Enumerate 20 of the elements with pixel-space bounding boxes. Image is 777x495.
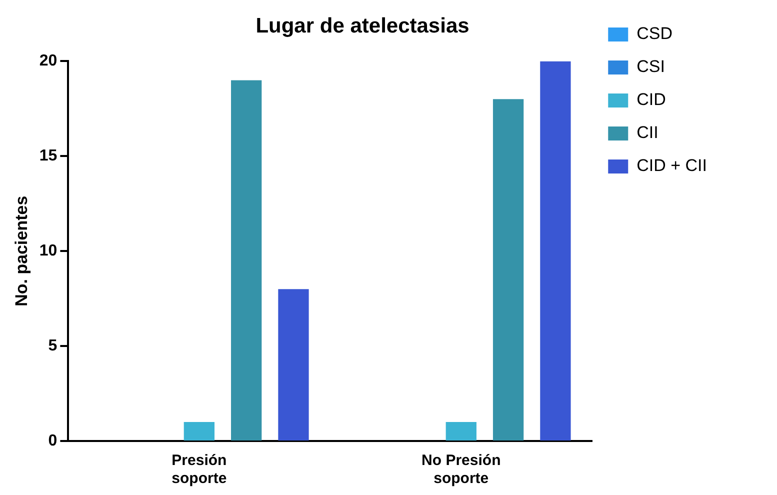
y-tick-label: 20 (39, 52, 58, 70)
y-tick-label: 5 (48, 337, 58, 354)
y-tick-label: 15 (39, 148, 58, 165)
legend-label: CID + CII (636, 156, 707, 176)
bar (492, 99, 524, 440)
chart-title: Lugar de atelectasias (256, 14, 470, 38)
legend-label: CII (636, 123, 658, 142)
x-tick-label: No Presión soporte (422, 452, 501, 488)
y-tick-label: 0 (48, 432, 58, 450)
y-axis-title: No. pacientes (12, 196, 31, 306)
bar (446, 422, 476, 440)
x-tick-label: Presión soporte (172, 452, 227, 488)
y-tick-label: 10 (39, 242, 58, 260)
legend-label: CSI (636, 57, 665, 76)
legend-label: CSD (636, 24, 673, 44)
bar (278, 289, 309, 440)
bar (540, 61, 571, 440)
bar (231, 80, 262, 440)
legend-label: CID (636, 90, 666, 110)
bar (184, 422, 215, 440)
